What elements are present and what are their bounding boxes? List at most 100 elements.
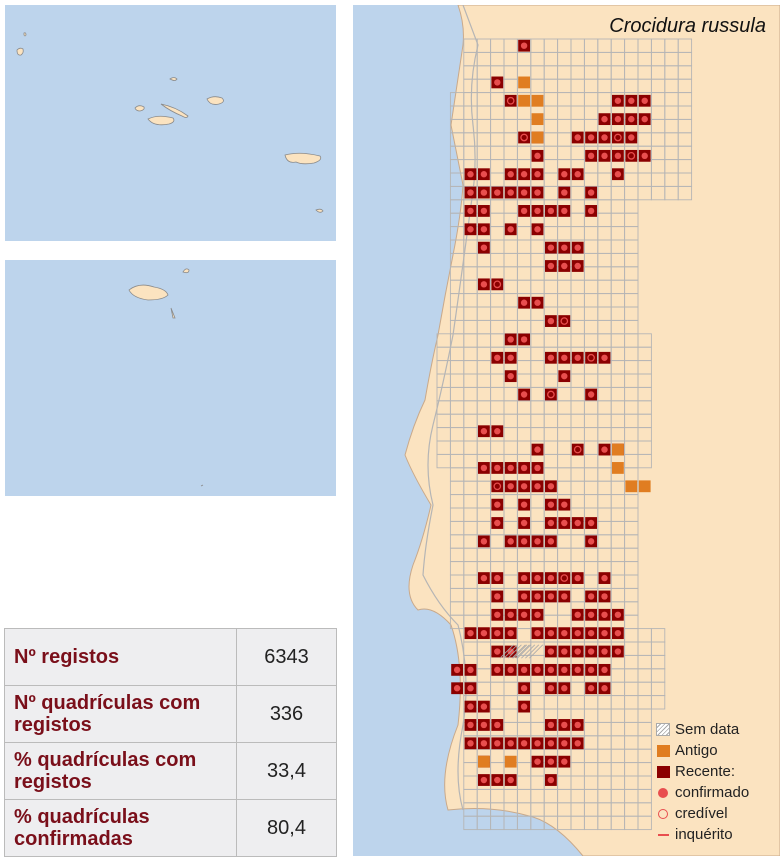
stats-value: 33,4 [236,742,337,800]
confirmed-marker [561,758,568,765]
confirmed-marker [574,629,581,637]
old-cell [531,131,544,144]
confirmed-marker [520,391,528,398]
confirmed-marker [561,354,568,361]
hatch-line [503,644,518,659]
confirmed-marker [587,391,595,398]
confirmed-marker [494,428,501,435]
confirmed-marker [628,97,635,104]
credible-marker [560,574,569,582]
confirmed-marker [641,97,648,104]
confirmed-marker [628,134,635,141]
hatch-line [515,644,530,659]
confirmed-marker [574,666,581,674]
confirmed-marker [574,648,581,655]
credible-marker [520,133,528,142]
orange-square-icon [656,744,670,757]
confirmed-marker [587,685,595,692]
island-desertas [170,307,176,319]
confirmed-marker [534,446,541,453]
confirmed-marker [520,464,528,472]
confirmed-marker [587,611,595,618]
confirmed-marker [547,483,555,490]
legend: Sem data Antigo Recente: confirmado cred… [651,719,780,845]
confirmed-marker [534,611,541,618]
recent-cell [612,131,624,144]
confirmed-marker [494,593,501,600]
recent-cell [558,572,571,584]
ring-icon [658,808,668,819]
island-sao-miguel [284,152,322,165]
confirmed-marker [534,189,541,196]
confirmed-marker [520,42,528,49]
confirmed-marker [453,685,461,692]
confirmed-marker [507,776,514,784]
hatch-line [511,644,526,659]
filled-dot-icon [658,787,668,798]
confirmed-marker [574,721,581,729]
confirmed-marker [587,134,595,141]
confirmed-marker [494,519,501,527]
confirmed-marker [614,115,622,123]
confirmed-marker [480,574,488,582]
hatch-line [499,644,514,659]
credible-marker [493,482,502,491]
confirmed-marker [547,648,555,655]
confirmed-marker [467,685,474,692]
island-selvagens [200,484,204,487]
confirmed-marker [534,171,541,178]
legend-row-confirmed: confirmado [651,782,780,803]
confirmed-marker [494,611,501,618]
confirmed-marker [494,574,501,582]
confirmed-marker [467,189,474,196]
recent-cell [625,149,638,162]
island-sao-jorge [160,103,189,118]
confirmed-marker [534,758,541,765]
grid-cell [637,453,652,469]
confirmed-marker [507,226,514,233]
confirmed-marker [453,666,461,674]
land-mass [404,5,780,856]
confirmed-marker [601,354,608,361]
confirmed-marker [507,666,514,674]
legend-row-credible: credível [651,803,780,824]
confirmed-marker [561,189,568,196]
confirmed-marker [507,189,514,196]
recent-cell [558,315,571,327]
dark-red-square-icon [656,765,670,778]
confirmed-marker [480,740,488,747]
confirmed-marker [561,685,568,692]
confirmed-marker [507,336,514,343]
confirmed-marker [494,501,501,508]
legend-label: Recente: [675,763,736,780]
confirmed-marker [467,721,474,729]
confirmed-marker [480,244,488,251]
confirmed-marker [534,299,541,306]
confirmed-marker [520,593,528,600]
confirmed-marker [520,685,528,692]
confirmed-marker [547,519,555,527]
stats-row: Nº registos 6343 [4,628,337,686]
confirmed-marker [547,207,555,215]
confirmed-marker [547,758,555,765]
legend-label: Sem data [675,721,740,738]
confirmed-marker [587,538,595,545]
stats-label: % quadrículas confirmadas [4,799,237,857]
confirmed-marker [534,538,541,545]
confirmed-marker [520,574,528,582]
hatch-swatch-icon [656,723,670,736]
hatch-line [529,644,544,659]
statistics-table: Nº registos 6343 Nº quadrículas com regi… [4,628,337,857]
confirmed-marker [467,226,474,233]
legend-row-no-date: Sem data [651,719,780,740]
confirmed-marker [601,685,608,692]
legend-row-recent: Recente: [651,761,780,782]
confirmed-marker [480,189,488,196]
confirmed-marker [467,629,474,637]
confirmed-marker [561,501,568,508]
confirmed-marker [601,152,608,160]
confirmed-marker [574,574,581,582]
confirmed-marker [614,629,622,637]
confirmed-marker [507,464,514,472]
confirmed-marker [494,666,501,674]
